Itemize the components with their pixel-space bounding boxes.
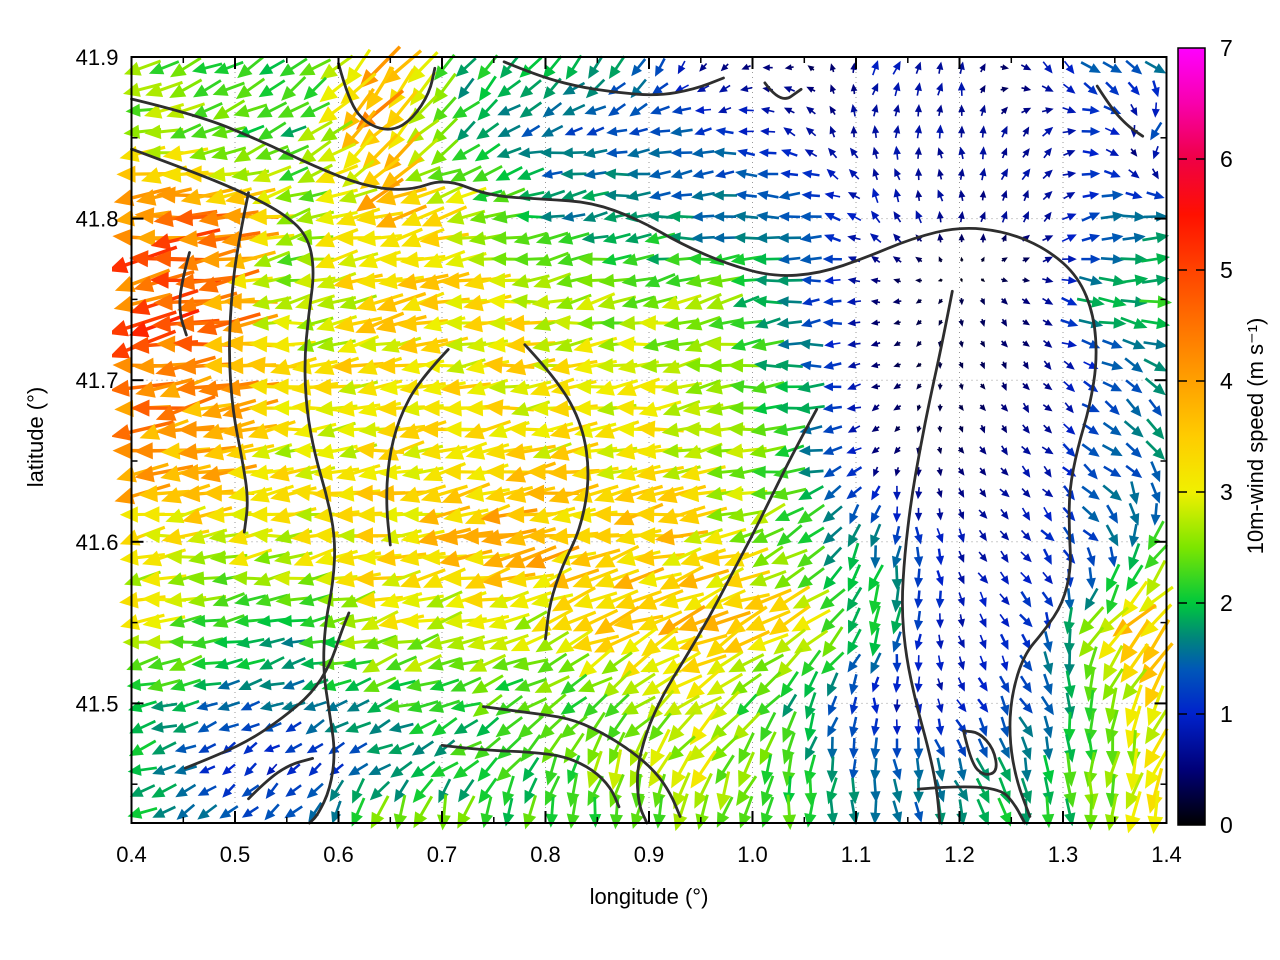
x-tick-label: 0.6 — [323, 842, 354, 867]
y-tick-label: 41.6 — [76, 530, 119, 555]
y-tick-label: 41.9 — [76, 45, 119, 70]
x-tick-label: 0.4 — [116, 842, 147, 867]
x-tick-label: 1.3 — [1048, 842, 1079, 867]
colorbar-tick-label: 0 — [1220, 812, 1233, 838]
contour-lines-layer — [130, 60, 1145, 825]
colorbar-gradient — [1177, 47, 1206, 826]
colorbar-tick-label: 1 — [1220, 701, 1233, 727]
y-tick-label: 41.8 — [76, 207, 119, 232]
x-tick-label: 0.8 — [530, 842, 561, 867]
colorbar-tick-label: 3 — [1220, 479, 1233, 505]
colorbar: 0 1 2 3 4 5 6 7 — [1177, 35, 1233, 838]
x-axis-label: longitude (°) — [589, 884, 709, 909]
axis-ticks: 0.4 0.5 0.6 0.7 0.8 0.9 1.0 1.1 1.2 1.3 1.4 41.5 41.… — [76, 45, 1182, 867]
x-tick-label: 1.0 — [737, 842, 768, 867]
y-tick-label: 41.7 — [76, 368, 119, 393]
colorbar-tick-label: 4 — [1220, 368, 1233, 394]
colorbar-tick-label: 7 — [1220, 35, 1233, 61]
x-tick-label: 1.2 — [944, 842, 975, 867]
x-tick-label: 0.5 — [220, 842, 251, 867]
wind-arrows-layer — [112, 45, 1174, 834]
colorbar-tick-label: 5 — [1220, 257, 1233, 283]
x-tick-label: 1.4 — [1151, 842, 1182, 867]
colorbar-label: 10m-wind speed (m s⁻¹) — [1243, 317, 1268, 555]
colorbar-tick-label: 6 — [1220, 146, 1233, 172]
colorbar-tick-label: 2 — [1220, 590, 1233, 616]
x-tick-label: 1.1 — [841, 842, 872, 867]
y-tick-label: 41.5 — [76, 691, 119, 716]
x-tick-label: 0.9 — [634, 842, 665, 867]
y-axis-label: latitude (°) — [23, 386, 48, 488]
x-tick-label: 0.7 — [427, 842, 458, 867]
